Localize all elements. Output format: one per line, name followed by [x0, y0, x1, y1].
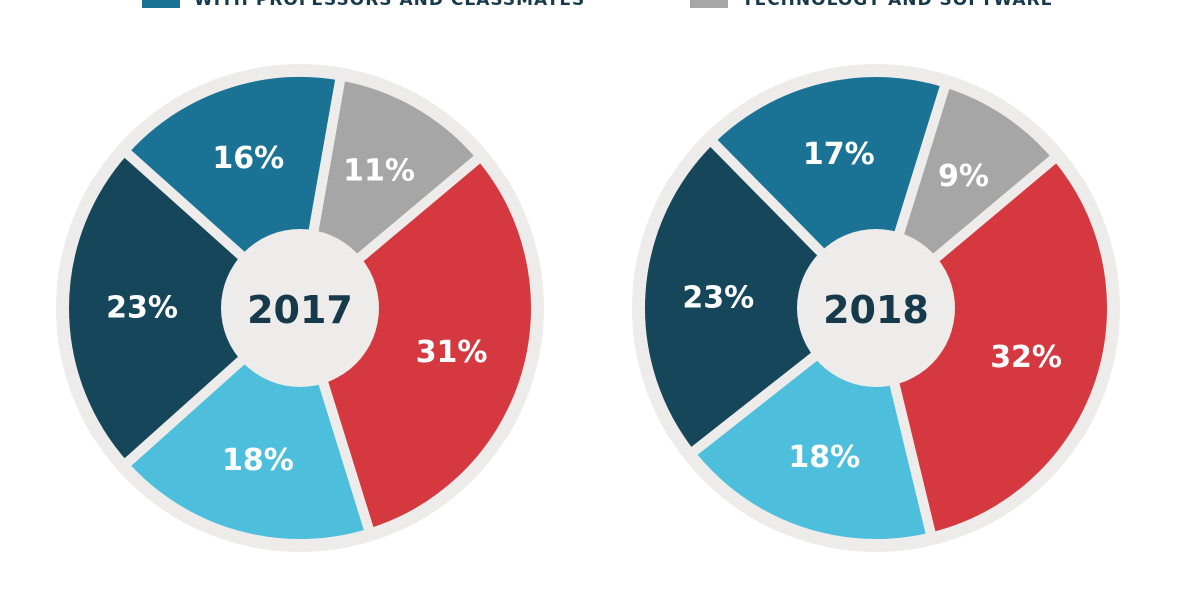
slice-2018-2	[635, 134, 881, 459]
slice-label-2017-1: 18%	[222, 443, 294, 478]
legend-item-technology: TECHNOLOGY AND SOFTWARE	[690, 0, 1053, 12]
slice-2017-2	[59, 145, 305, 471]
slice-2018-0	[871, 151, 1118, 543]
slice-label-2018-1: 18%	[788, 440, 860, 475]
slice-label-2017-2: 23%	[106, 291, 178, 326]
slice-label-2017-0: 31%	[416, 335, 488, 370]
legend-item-professors: WITH PROFESSORS AND CLASSMATES	[142, 0, 585, 12]
legend-swatch-professors	[142, 0, 180, 8]
year-label-2018: 2018	[823, 288, 929, 332]
donut-hole-2017	[221, 229, 379, 387]
slice-label-2018-2: 23%	[682, 281, 754, 316]
donut-chart-2018: 32% 18% 23% 17% 9% 2018	[632, 64, 1120, 552]
slice-label-2017-4: 11%	[343, 154, 415, 189]
year-label-2017: 2017	[247, 288, 353, 332]
slice-label-2017-3: 16%	[212, 141, 284, 176]
slice-label-2018-4: 9%	[938, 159, 989, 194]
slice-label-2018-3: 17%	[803, 137, 875, 172]
legend-label-technology: TECHNOLOGY AND SOFTWARE	[742, 0, 1054, 10]
donut-chart-2017: 31% 18% 23% 16% 11% 2017	[56, 64, 544, 552]
legend-swatch-technology	[690, 0, 728, 8]
donut-hole-2018	[797, 229, 955, 387]
slice-2017-0	[295, 151, 541, 539]
slice-label-2018-0: 32%	[990, 340, 1062, 375]
legend-label-professors: WITH PROFESSORS AND CLASSMATES	[194, 0, 586, 10]
